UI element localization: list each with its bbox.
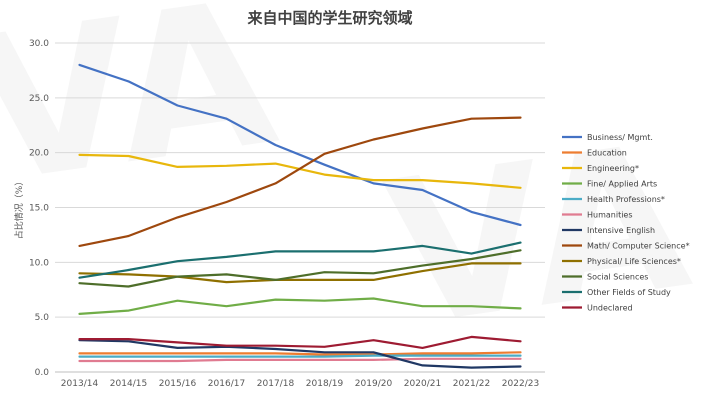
y-tick-label: 5.0 xyxy=(35,313,50,323)
legend-entry: Other Fields of Study xyxy=(587,288,671,297)
y-tick-label: 15.0 xyxy=(29,204,49,214)
y-tick-label: 30.0 xyxy=(29,39,49,49)
x-tick-label: 2021/22 xyxy=(453,379,490,389)
legend-entry: Humanities xyxy=(587,211,633,220)
legend-entry: Fine/ Applied Arts xyxy=(587,180,657,189)
legend-entry: Health Professions* xyxy=(587,195,665,204)
legend-entry: Physical/ Life Sciences* xyxy=(587,257,681,266)
chart-title: 来自中国的学生研究领域 xyxy=(246,9,412,27)
series-line-8 xyxy=(78,262,522,284)
x-tick-label: 2017/18 xyxy=(257,379,295,389)
legend-entry: Education xyxy=(587,149,627,158)
y-axis-label: 占比情况（%） xyxy=(13,177,25,240)
x-tick-label: 2016/17 xyxy=(208,379,245,389)
series-line-1 xyxy=(78,351,522,356)
legend-entry: Undeclared xyxy=(587,304,633,313)
series-line-10 xyxy=(78,241,522,279)
legend-entry: Business/ Mgmt. xyxy=(587,133,653,142)
x-tick-label: 2013/14 xyxy=(61,379,99,389)
series-line-11 xyxy=(78,335,522,349)
x-tick-label: 2018/19 xyxy=(306,379,344,389)
x-axis-ticks: 2013/14 2014/15 2015/16 2016/17 2017/18 2018/… xyxy=(61,379,539,389)
x-tick-label: 2014/15 xyxy=(110,379,147,389)
y-tick-label: 20.0 xyxy=(29,149,49,159)
series-line-9 xyxy=(78,249,522,288)
legend: Business/ Mgmt. Education Engineering* Fine… xyxy=(562,133,690,313)
grid xyxy=(55,42,545,373)
x-tick-label: 2020/21 xyxy=(404,379,441,389)
x-tick-label: 2022/23 xyxy=(502,379,539,389)
y-tick-label: 0.0 xyxy=(35,368,50,378)
legend-entry: Engineering* xyxy=(587,164,639,173)
legend-entry: Intensive English xyxy=(587,226,655,235)
series-line-5 xyxy=(78,357,522,363)
y-axis-ticks: 0.0 5.0 10.0 15.0 20.0 25.0 30.0 xyxy=(29,39,49,378)
y-tick-label: 10.0 xyxy=(29,258,49,268)
series-line-0 xyxy=(78,63,522,227)
legend-entry: Math/ Computer Science* xyxy=(587,242,690,251)
y-tick-label: 25.0 xyxy=(29,94,49,104)
plot-area xyxy=(78,63,522,369)
series-line-4 xyxy=(78,354,522,358)
series-line-6 xyxy=(78,339,522,369)
series-line-7 xyxy=(78,116,522,247)
series-line-3 xyxy=(78,297,522,315)
legend-entry: Social Sciences xyxy=(587,273,648,282)
x-tick-label: 2019/20 xyxy=(355,379,393,389)
x-tick-label: 2015/16 xyxy=(159,379,197,389)
